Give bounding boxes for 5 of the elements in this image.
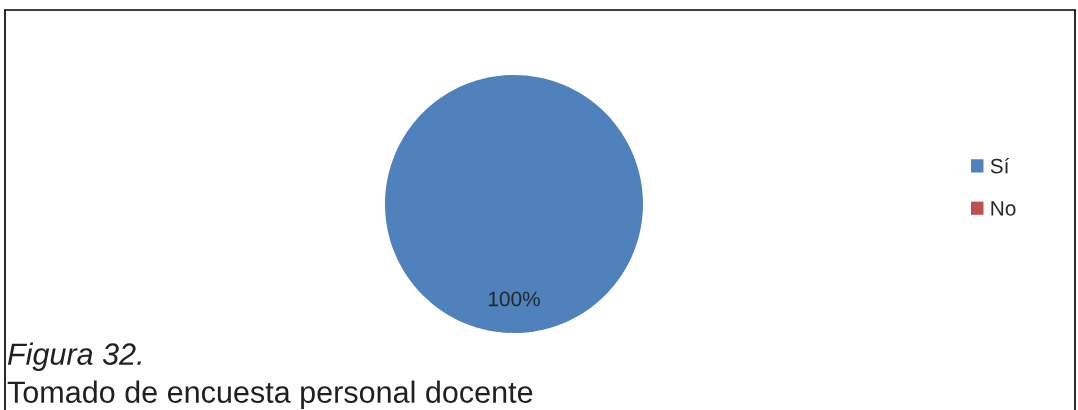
legend-label: No <box>991 201 1016 216</box>
text: Figura 32. <box>7 342 141 371</box>
text: Tomado de encuesta personal docente <box>7 380 533 409</box>
legend-label: Sí <box>990 157 1010 174</box>
data-label: 100% <box>488 291 540 307</box>
